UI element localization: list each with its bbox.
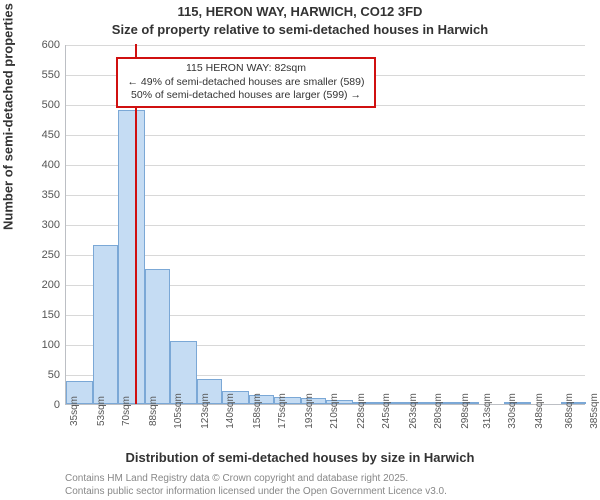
annotation-line: 50% of semi-detached houses are larger (…: [124, 89, 368, 103]
y-tick-label: 450: [30, 129, 60, 141]
y-tick-label: 500: [30, 99, 60, 111]
x-tick-label: 298sqm: [460, 393, 471, 429]
x-tick-label: 158sqm: [252, 393, 263, 429]
x-tick-label: 245sqm: [381, 393, 392, 429]
x-tick-label: 88sqm: [148, 396, 159, 426]
chart-container: 115, HERON WAY, HARWICH, CO12 3FD Size o…: [0, 0, 600, 500]
y-tick-label: 200: [30, 279, 60, 291]
chart-subtitle: Size of property relative to semi-detach…: [0, 22, 600, 37]
footer-text-2: Contains public sector information licen…: [65, 486, 447, 497]
y-tick-label: 300: [30, 219, 60, 231]
histogram-bar: [118, 110, 145, 404]
x-tick-label: 263sqm: [408, 393, 419, 429]
x-tick-label: 368sqm: [564, 393, 575, 429]
gridline: [66, 45, 585, 46]
y-tick-label: 0: [30, 399, 60, 411]
x-tick-label: 123sqm: [200, 393, 211, 429]
x-tick-label: 53sqm: [96, 396, 107, 426]
y-tick-label: 150: [30, 309, 60, 321]
x-tick-label: 280sqm: [433, 393, 444, 429]
x-tick-label: 385sqm: [589, 393, 600, 429]
y-axis-label: Number of semi-detached properties: [1, 3, 16, 230]
histogram-bar: [93, 245, 118, 404]
x-tick-label: 193sqm: [304, 393, 315, 429]
y-tick-label: 250: [30, 249, 60, 261]
annotation-line: 115 HERON WAY: 82sqm: [124, 62, 368, 76]
y-tick-label: 50: [30, 369, 60, 381]
x-tick-label: 140sqm: [225, 393, 236, 429]
plot-area: 115 HERON WAY: 82sqm← 49% of semi-detach…: [65, 45, 585, 405]
footer-text-1: Contains HM Land Registry data © Crown c…: [65, 473, 408, 484]
x-axis-label: Distribution of semi-detached houses by …: [0, 450, 600, 465]
y-tick-label: 350: [30, 189, 60, 201]
x-tick-label: 228sqm: [356, 393, 367, 429]
x-tick-label: 70sqm: [121, 396, 132, 426]
y-tick-label: 600: [30, 39, 60, 51]
y-tick-label: 550: [30, 69, 60, 81]
x-tick-label: 175sqm: [277, 393, 288, 429]
x-tick-label: 330sqm: [507, 393, 518, 429]
annotation-box: 115 HERON WAY: 82sqm← 49% of semi-detach…: [116, 57, 376, 108]
x-tick-label: 35sqm: [69, 396, 80, 426]
x-tick-label: 348sqm: [534, 393, 545, 429]
x-tick-label: 210sqm: [329, 393, 340, 429]
y-tick-label: 100: [30, 339, 60, 351]
x-tick-label: 105sqm: [173, 393, 184, 429]
annotation-line: ← 49% of semi-detached houses are smalle…: [124, 76, 368, 90]
chart-title: 115, HERON WAY, HARWICH, CO12 3FD: [0, 4, 600, 19]
histogram-bar: [145, 269, 170, 404]
x-tick-label: 313sqm: [482, 393, 493, 429]
y-tick-label: 400: [30, 159, 60, 171]
